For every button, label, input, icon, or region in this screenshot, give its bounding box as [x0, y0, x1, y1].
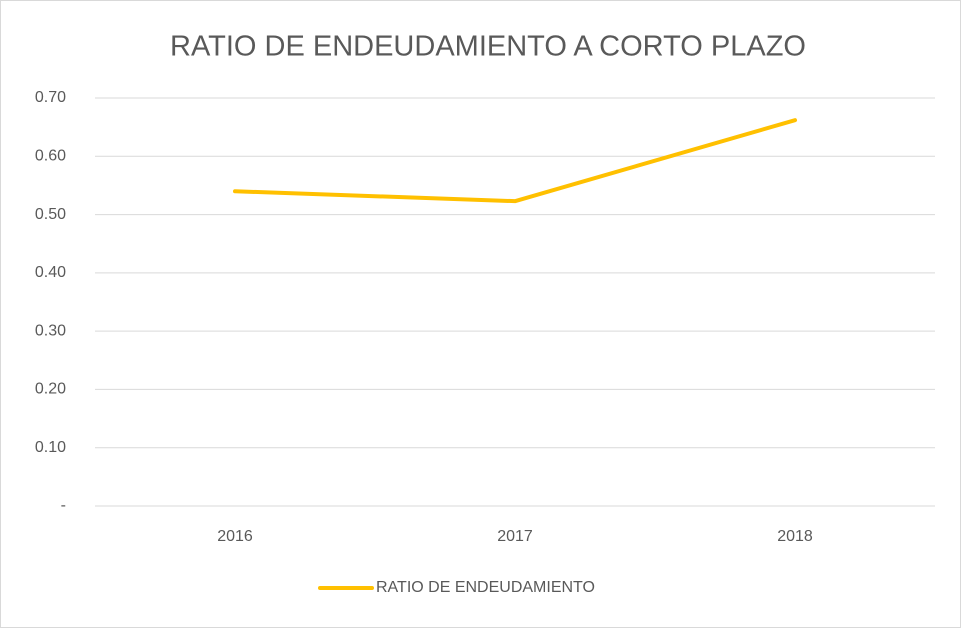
y-tick-label: 0.40 — [35, 264, 66, 281]
y-tick-label: 0.30 — [35, 322, 66, 339]
y-tick-label: 0.50 — [35, 206, 66, 223]
x-tick-label: 2018 — [777, 528, 813, 545]
y-tick-label: 0.20 — [35, 381, 66, 398]
y-tick-label: 0.60 — [35, 148, 66, 165]
chart-title: RATIO DE ENDEUDAMIENTO A CORTO PLAZO — [170, 31, 806, 63]
data-line — [233, 118, 797, 204]
y-tick-label: 0.10 — [35, 439, 66, 456]
y-tick-label: 0.70 — [35, 89, 66, 106]
y-tick-label: - — [61, 497, 66, 514]
x-tick-label: 2017 — [497, 528, 533, 545]
x-tick-label: 2016 — [217, 528, 253, 545]
legend-label: RATIO DE ENDEUDAMIENTO — [376, 579, 595, 596]
